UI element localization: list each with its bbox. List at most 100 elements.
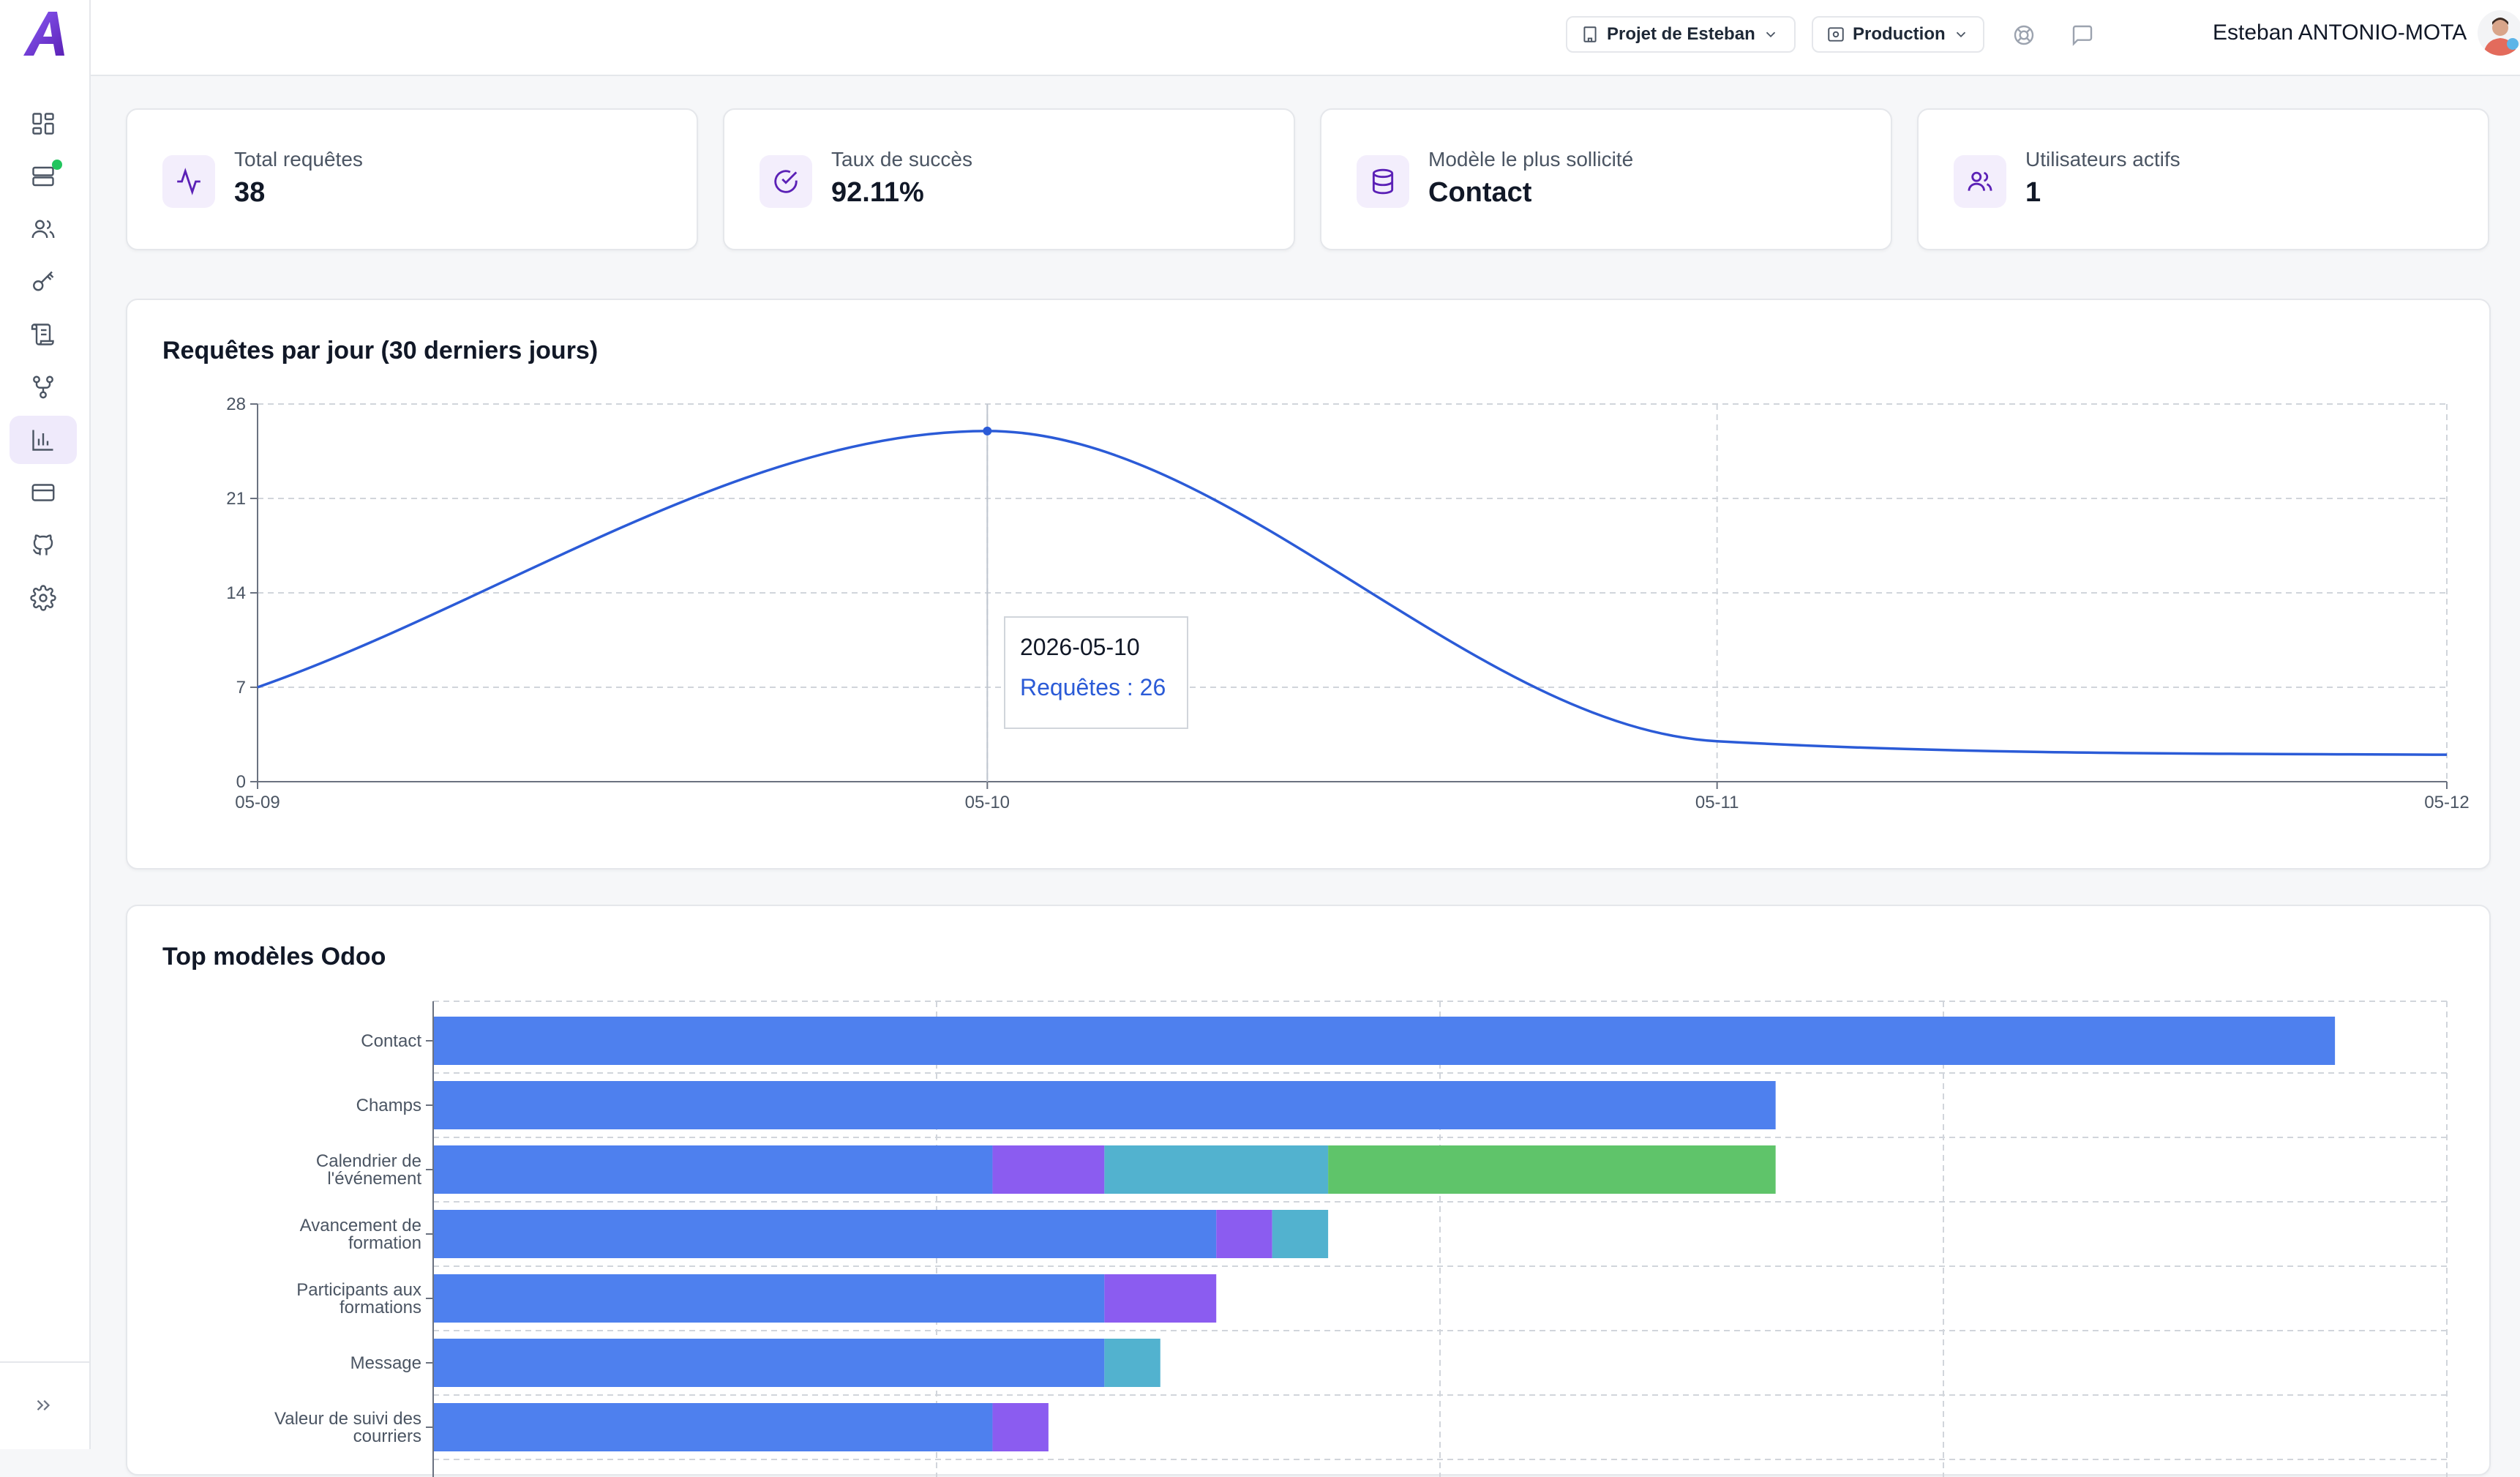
y-tick-label: 28 xyxy=(226,395,246,414)
avatar[interactable] xyxy=(2478,10,2520,56)
app-logo[interactable] xyxy=(19,9,70,60)
x-tick-label: 05-10 xyxy=(965,793,1010,812)
category-label: Message xyxy=(350,1353,421,1373)
status-online-dot xyxy=(52,160,62,170)
sidebar-item-github[interactable] xyxy=(10,521,77,569)
github-icon xyxy=(32,534,53,556)
feedback-button[interactable] xyxy=(2068,20,2097,50)
panel-title: Top modèles Odoo xyxy=(162,943,386,971)
y-tick-label: 14 xyxy=(226,583,246,603)
series-line xyxy=(257,430,2448,756)
bar-segment xyxy=(1104,1145,1329,1194)
bar-segment xyxy=(433,1274,1105,1323)
x-tick-label: 05-11 xyxy=(1695,793,1739,812)
bar-chart-icon xyxy=(32,430,53,451)
chevron-down-icon xyxy=(1956,31,1965,38)
category-label: Valeur de suivi des xyxy=(274,1409,421,1429)
support-button[interactable] xyxy=(2009,20,2039,50)
kpi-icon-box xyxy=(1357,155,1409,208)
active-point xyxy=(983,426,992,435)
bar-segment xyxy=(433,1403,993,1451)
kpi-value: Contact xyxy=(1428,177,1532,208)
sidebar-item-analytics[interactable] xyxy=(10,416,77,464)
building-icon xyxy=(1583,26,1597,42)
kpi-icon-box xyxy=(760,155,812,208)
sidebar-item-logs[interactable] xyxy=(10,310,77,359)
kpi-value: 1 xyxy=(2025,177,2041,208)
category-label: l'événement xyxy=(327,1169,421,1189)
sidebar-item-servers[interactable] xyxy=(10,152,77,201)
line-chart: 0 7 14 21 28 05-09 05-10 05-11 05-12 xyxy=(226,395,2469,812)
x-tick-label: 05-09 xyxy=(235,793,280,812)
environment-selector-label: Production xyxy=(1853,24,1946,44)
key-icon xyxy=(33,271,54,291)
category-label: formations xyxy=(340,1298,421,1317)
sidebar xyxy=(0,0,91,1449)
sidebar-item-workflows[interactable] xyxy=(10,363,77,411)
project-selector-label: Projet de Esteban xyxy=(1607,24,1755,44)
bar-segment xyxy=(1216,1210,1272,1258)
bar-segment xyxy=(433,1145,993,1194)
kpi-card-success-rate: Taux de succès 92.11% xyxy=(723,108,1295,250)
category-label: Champs xyxy=(356,1096,421,1115)
category-label: Participants aux xyxy=(296,1280,421,1300)
environment-icon xyxy=(1828,27,1844,42)
bar-segment xyxy=(433,1081,1776,1129)
chevron-down-icon xyxy=(1766,31,1775,38)
sidebar-item-settings[interactable] xyxy=(10,574,77,622)
sidebar-item-billing[interactable] xyxy=(10,468,77,517)
bar-segment xyxy=(1104,1274,1217,1323)
requests-per-day-panel: Requêtes par jour (30 derniers jours) 0 7… xyxy=(126,299,2491,870)
kpi-card-top-model: Modèle le plus sollicité Contact xyxy=(1320,108,1892,250)
bar-segment xyxy=(992,1403,1049,1451)
bar-chart: Contact Champs Calendrier del'événement Ava… xyxy=(274,1001,2448,1477)
sidebar-divider xyxy=(0,1361,89,1363)
gear-icon xyxy=(30,585,56,611)
bar-segment xyxy=(433,1210,1217,1258)
server-icon xyxy=(32,166,54,187)
bar-segment xyxy=(433,1339,1105,1387)
users-icon xyxy=(31,220,55,239)
users-icon xyxy=(1968,171,1992,191)
bar-segment xyxy=(1272,1210,1329,1258)
kpi-label: Total requêtes xyxy=(234,148,363,171)
user-name[interactable]: Esteban ANTONIO-MOTA xyxy=(2213,20,2467,45)
y-tick-label: 0 xyxy=(236,772,246,792)
bar-segment xyxy=(1104,1339,1160,1387)
database-icon xyxy=(1372,168,1394,195)
category-label: Contact xyxy=(361,1031,421,1051)
category-label: formation xyxy=(348,1233,421,1253)
kpi-card-active-users: Utilisateurs actifs 1 xyxy=(1917,108,2489,250)
category-label: Calendrier de xyxy=(316,1151,421,1171)
kpi-icon-box xyxy=(162,155,215,208)
category-label: Avancement de xyxy=(300,1216,421,1235)
project-selector[interactable]: Projet de Esteban xyxy=(1566,16,1796,53)
chevrons-right-icon xyxy=(37,1399,50,1411)
dashboard-icon xyxy=(32,113,54,135)
kpi-label: Utilisateurs actifs xyxy=(2025,148,2180,171)
sidebar-item-users[interactable] xyxy=(10,205,77,253)
kpi-label: Modèle le plus sollicité xyxy=(1428,148,1634,171)
expand-sidebar-button[interactable] xyxy=(10,1383,77,1427)
kpi-value: 38 xyxy=(234,177,266,208)
panel-title: Requêtes par jour (30 derniers jours) xyxy=(162,337,599,364)
environment-selector[interactable]: Production xyxy=(1812,16,1984,53)
sidebar-item-keys[interactable] xyxy=(10,258,77,306)
kpi-label: Taux de succès xyxy=(831,148,972,171)
workflow-icon xyxy=(33,375,53,399)
bar-segment xyxy=(433,1017,2336,1065)
message-square-icon xyxy=(2072,25,2093,46)
y-tick-label: 21 xyxy=(226,489,246,509)
chart-tooltip: 2026-05-10 Requêtes : 26 xyxy=(1004,616,1188,729)
tooltip-value: Requêtes : 26 xyxy=(1020,674,1166,700)
kpi-value: 92.11% xyxy=(831,177,924,208)
life-buoy-icon xyxy=(2014,25,2034,45)
bar-segment xyxy=(992,1145,1105,1194)
credit-card-icon xyxy=(31,484,55,501)
bar-segment xyxy=(1328,1145,1776,1194)
x-tick-label: 05-12 xyxy=(2424,793,2469,812)
sidebar-item-dashboard[interactable] xyxy=(10,100,77,148)
activity-icon xyxy=(177,168,200,195)
kpi-icon-box xyxy=(1954,155,2006,208)
scroll-icon xyxy=(31,324,54,345)
